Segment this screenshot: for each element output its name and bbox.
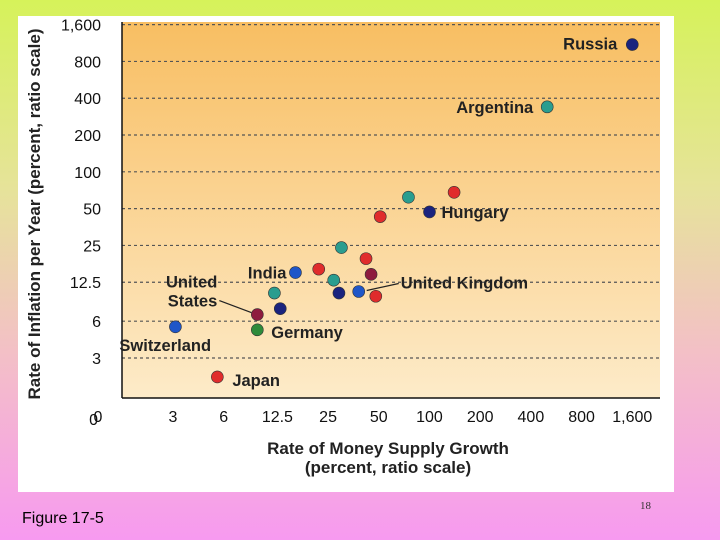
y-tick-label-0: 0	[89, 412, 98, 429]
data-point-unlabeled-1	[447, 186, 461, 199]
x-tick-label-7: 200	[467, 409, 494, 426]
point-label-japan: Japan	[232, 372, 280, 390]
slide-panel: 0 3 6 12.5 25 50 100 200 400 800 1,600 0 3 6 12.5 25 50 1…	[18, 16, 674, 492]
y-tick-label-3: 12.5	[70, 275, 101, 292]
figure-label: Figure 17-5	[22, 510, 104, 527]
x-tick-label-10: 1,600	[612, 409, 652, 426]
leader-united-states	[219, 299, 252, 314]
data-point-hungary	[423, 205, 436, 219]
data-point-united-states	[251, 308, 264, 321]
data-point-united-kingdom	[352, 285, 366, 298]
y-tick-label-10: 1,600	[61, 18, 101, 35]
data-point-unlabeled-12	[273, 302, 287, 315]
data-point-switzerland	[169, 320, 182, 334]
data-point-unlabeled-9	[268, 286, 281, 300]
y-tick-label-2: 6	[92, 314, 101, 331]
y-axis-title: Rate of Inflation per Year (percent, rat…	[25, 29, 44, 400]
y-tick-label-4: 25	[83, 238, 101, 255]
point-label-united-kingdom: United Kingdom	[401, 274, 528, 292]
data-point-unlabeled-3	[373, 210, 387, 223]
x-tick-label-4: 25	[319, 409, 337, 426]
x-tick-label-6: 100	[416, 409, 443, 426]
data-point-india	[289, 266, 302, 279]
y-tick-label-6: 100	[74, 165, 101, 182]
y-tick-label-5: 50	[83, 202, 101, 219]
data-point-japan	[211, 370, 224, 384]
x-axis-title: Rate of Money Supply Growth	[267, 439, 509, 458]
data-point-unlabeled-6	[312, 262, 326, 276]
point-label-germany: Germany	[271, 324, 343, 342]
y-tick-label-1: 3	[92, 351, 101, 368]
data-point-unlabeled-10	[332, 286, 346, 300]
scatter-chart: 0 3 6 12.5 25 50 100 200 400 800 1,600 0 3 6 12.5 25 50 1…	[25, 18, 660, 477]
data-point-unlabeled-2	[402, 190, 415, 204]
point-label-argentina: Argentina	[456, 99, 534, 117]
x-tick-label-3: 12.5	[262, 409, 293, 426]
y-tick-label-7: 200	[74, 128, 101, 145]
data-point-germany	[251, 323, 264, 337]
y-tick-label-9: 800	[74, 54, 101, 71]
point-label-russia: Russia	[563, 36, 618, 54]
data-point-unlabeled-4	[335, 241, 348, 254]
point-label-united-states-1: States	[168, 293, 218, 311]
x-axis-subtitle: (percent, ratio scale)	[305, 458, 471, 477]
data-point-unlabeled-7	[364, 268, 378, 281]
x-tick-label-9: 800	[568, 409, 595, 426]
x-tick-label-2: 6	[219, 409, 228, 426]
page-number: 18	[640, 500, 651, 512]
point-label-switzerland: Switzerland	[119, 337, 211, 355]
x-tick-label-1: 3	[169, 409, 178, 426]
y-tick-label-8: 400	[74, 91, 101, 108]
data-point-unlabeled-8	[327, 273, 341, 287]
data-point-unlabeled-11	[369, 289, 383, 303]
x-tick-label-0: 0	[94, 409, 103, 426]
data-point-russia	[625, 38, 639, 51]
x-tick-label-8: 400	[518, 409, 545, 426]
point-label-united-states-0: United	[166, 274, 217, 292]
data-point-argentina	[540, 100, 554, 114]
point-label-hungary: Hungary	[441, 204, 509, 222]
data-point-unlabeled-5	[359, 252, 373, 265]
plot-area	[122, 22, 660, 398]
point-label-india: India	[248, 265, 287, 283]
leader-united-kingdom	[366, 282, 399, 292]
x-tick-label-5: 50	[370, 409, 388, 426]
